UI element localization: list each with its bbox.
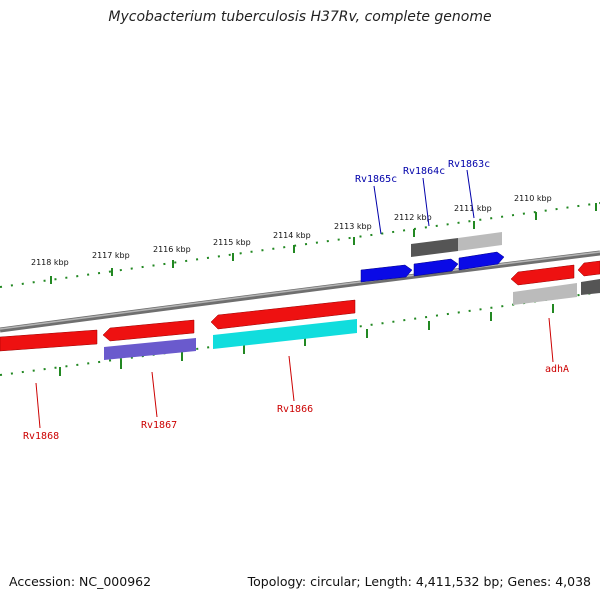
scale-label-2112: 2112 kbp (394, 213, 432, 222)
gene-rv1868-arrow[interactable] (0, 329, 98, 352)
gene-rv1865c-arrow[interactable] (360, 264, 413, 283)
outer-major-ticks (50, 203, 597, 284)
gene-label-rv1864c[interactable]: Rv1864c (403, 166, 445, 177)
gene-label-rv1865c[interactable]: Rv1865c (355, 174, 397, 185)
gene-rv1866-cyan (213, 319, 357, 349)
outer-scale-track (0, 202, 600, 288)
scale-label-2118: 2118 kbp (31, 258, 69, 267)
gene-adha-gray (513, 283, 577, 305)
gene-label-rv1868[interactable]: Rv1868 (23, 431, 59, 442)
gene-right-gray (581, 279, 600, 295)
inner-major-ticks (59, 304, 554, 376)
gene-label-rv1866[interactable]: Rv1866 (277, 404, 313, 415)
genome-summary-text: Topology: circular; Length: 4,411,532 bp… (247, 574, 591, 589)
scale-label-2113: 2113 kbp (334, 222, 372, 231)
gene-rv1867-purple (104, 338, 196, 360)
gene-label-adha[interactable]: adhA (545, 364, 569, 375)
genome-backbone (0, 250, 600, 333)
map-title: Mycobacterium tuberculosis H37Rv, comple… (108, 9, 492, 25)
scale-label-2115: 2115 kbp (213, 238, 251, 247)
gene-rv1867-arrow[interactable] (102, 319, 195, 342)
gene-adha-arrow[interactable] (510, 264, 575, 286)
gene-right-red-arrow[interactable] (577, 260, 600, 277)
leader-lines (35, 169, 554, 429)
forward-gray-dark (411, 238, 458, 257)
gene-label-rv1863c[interactable]: Rv1863c (448, 159, 490, 170)
scale-label-2114: 2114 kbp (273, 231, 311, 240)
scale-label-2117: 2117 kbp (92, 251, 130, 260)
gene-rv1863c-arrow[interactable] (458, 251, 505, 271)
gene-rv1866-arrow[interactable] (210, 299, 356, 330)
genome-backbone-highlight (0, 251, 600, 330)
gene-rv1864c-arrow[interactable] (413, 258, 459, 277)
gene-label-rv1867[interactable]: Rv1867 (141, 420, 177, 431)
forward-gray-light (458, 232, 502, 251)
scale-label-2110: 2110 kbp (514, 194, 552, 203)
accession-text: Accession: NC_000962 (9, 574, 152, 589)
scale-label-2116: 2116 kbp (153, 245, 191, 254)
